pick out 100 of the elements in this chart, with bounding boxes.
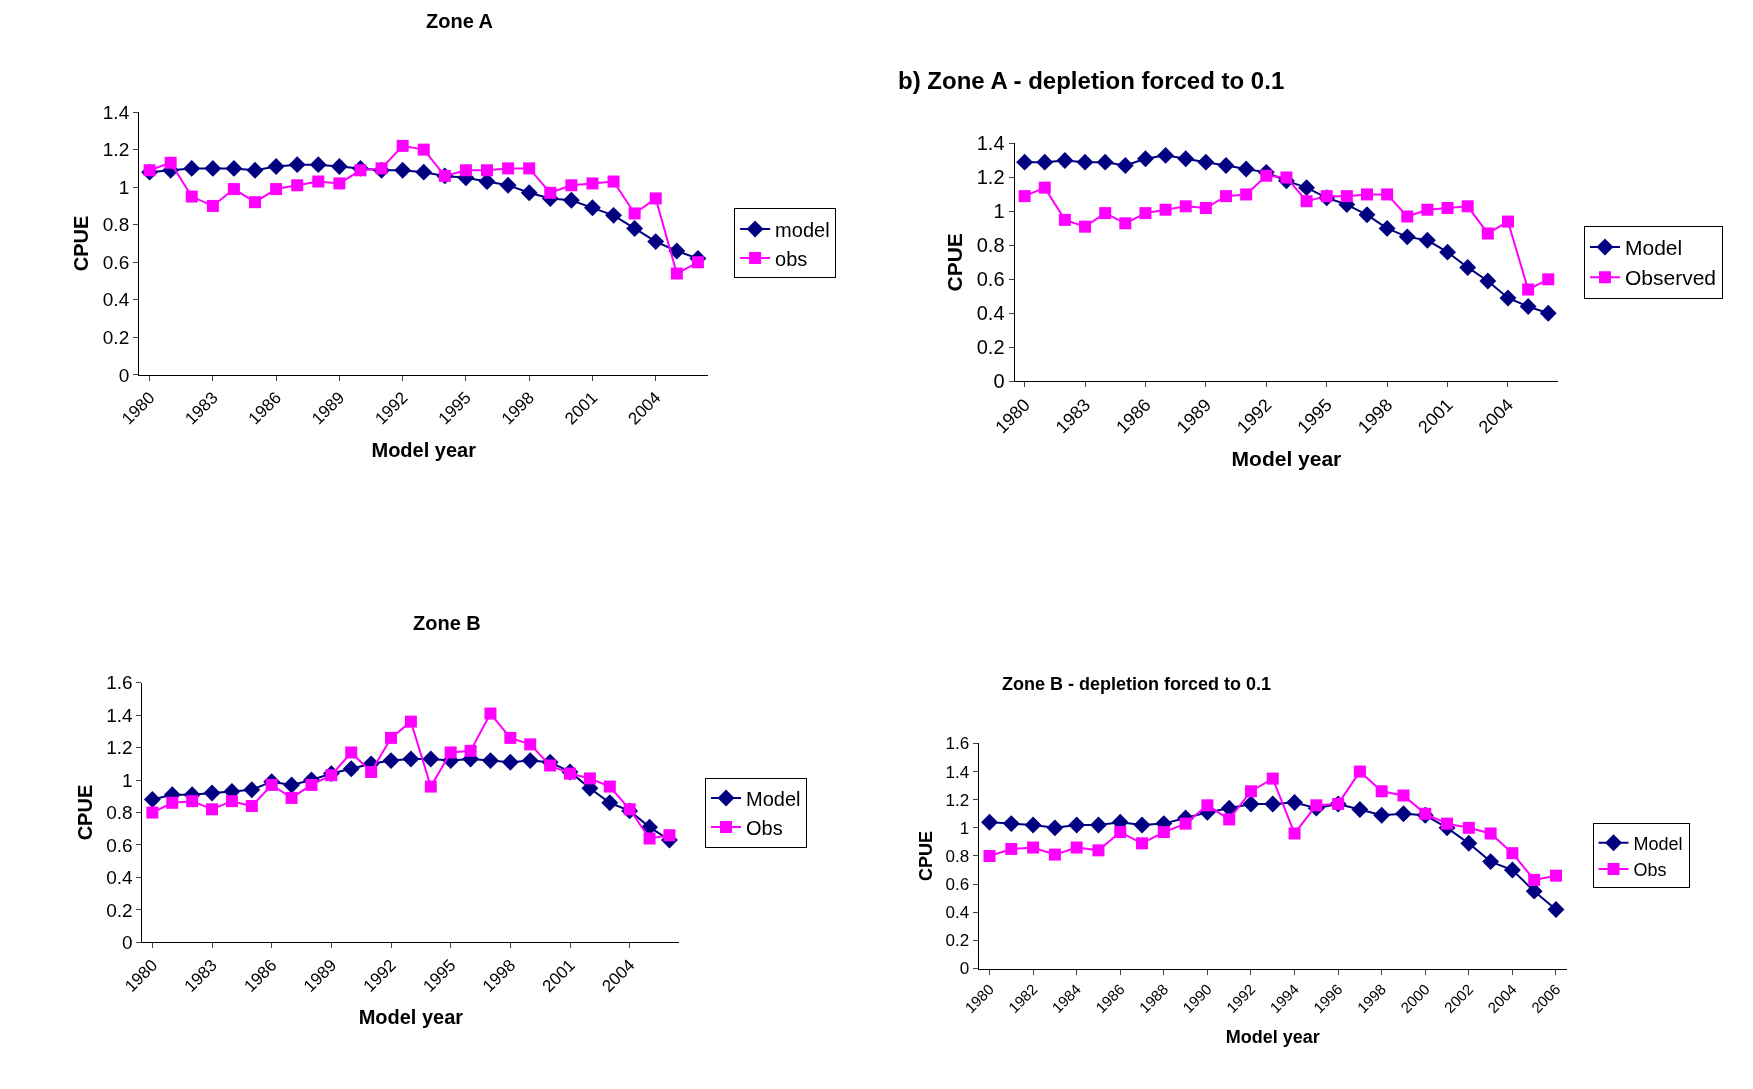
point xyxy=(285,791,298,804)
point xyxy=(1092,844,1105,857)
point xyxy=(225,159,243,177)
point xyxy=(1237,160,1255,178)
point xyxy=(1503,861,1521,879)
point xyxy=(385,731,398,744)
point xyxy=(325,769,338,782)
point xyxy=(143,791,161,808)
point xyxy=(265,778,278,791)
x-axis-title: Model year xyxy=(1231,447,1342,471)
point xyxy=(243,781,261,799)
point xyxy=(1288,827,1301,840)
point xyxy=(643,832,656,845)
legend-label: model xyxy=(775,218,830,241)
y-axis-title: CPUE xyxy=(942,233,966,292)
point xyxy=(270,183,283,196)
y-tick-label: 1.2 xyxy=(106,737,133,759)
point xyxy=(1499,289,1517,307)
x-axis-title: Model year xyxy=(371,438,477,461)
y-tick-label: 1.6 xyxy=(945,734,970,754)
point xyxy=(1159,203,1172,216)
point xyxy=(396,139,409,152)
point xyxy=(583,772,596,785)
point xyxy=(309,156,327,174)
point xyxy=(663,829,676,842)
legend-label: Observed xyxy=(1624,266,1717,290)
point xyxy=(1217,157,1235,175)
point xyxy=(245,800,258,813)
y-tick-label: 1.4 xyxy=(106,704,134,726)
point xyxy=(1401,210,1414,223)
legend-label: Model xyxy=(1633,833,1683,854)
point xyxy=(983,849,996,862)
point xyxy=(1119,217,1132,230)
point xyxy=(1079,220,1092,233)
point xyxy=(1539,304,1557,322)
point xyxy=(649,192,662,205)
y-tick-label: 1.6 xyxy=(106,672,133,694)
y-tick-label: 0.4 xyxy=(976,302,1005,325)
point xyxy=(424,780,437,793)
point xyxy=(501,753,519,771)
point xyxy=(1340,190,1353,203)
y-axis-title: CPUE xyxy=(915,830,936,881)
point xyxy=(1542,273,1555,286)
point xyxy=(291,179,304,192)
point xyxy=(1378,219,1396,237)
point xyxy=(1038,181,1051,194)
point xyxy=(1441,202,1454,215)
point xyxy=(544,186,557,199)
point xyxy=(1136,837,1149,850)
point xyxy=(1351,801,1369,818)
legend-label: obs xyxy=(775,247,808,270)
legend-label: Obs xyxy=(1633,860,1667,881)
y-tick-label: 0.8 xyxy=(102,214,130,236)
point xyxy=(1223,813,1236,826)
point xyxy=(1005,842,1018,855)
point xyxy=(1046,819,1064,837)
point xyxy=(1280,171,1293,184)
point xyxy=(1375,785,1388,798)
chart-title: b) Zone A - depletion forced to 0.1 xyxy=(898,67,1285,94)
point xyxy=(267,158,285,175)
point xyxy=(1242,795,1260,813)
point xyxy=(502,162,515,175)
y-tick-label: 0.6 xyxy=(945,875,970,895)
point xyxy=(981,813,998,831)
chart-title: Zone B - depletion forced to 0.1 xyxy=(1002,674,1272,694)
point xyxy=(288,156,306,174)
point xyxy=(1264,795,1282,813)
point xyxy=(1506,847,1519,860)
point xyxy=(1398,228,1416,246)
point xyxy=(342,760,360,778)
point xyxy=(1528,873,1541,886)
point xyxy=(365,765,378,778)
point xyxy=(444,746,457,759)
point xyxy=(1157,146,1175,164)
point xyxy=(1076,153,1094,171)
point xyxy=(504,731,517,744)
y-tick-label: 1.2 xyxy=(945,790,970,810)
y-tick-label: 1 xyxy=(118,176,130,198)
point xyxy=(312,175,325,188)
y-tick-label: 0.4 xyxy=(106,867,134,889)
point xyxy=(1139,207,1152,220)
point xyxy=(402,750,420,768)
point xyxy=(204,159,222,177)
point xyxy=(520,184,538,202)
point xyxy=(1373,806,1391,824)
chart-title: Zone B xyxy=(413,612,481,634)
y-tick-label: 1.4 xyxy=(102,101,130,123)
point xyxy=(459,164,472,177)
point xyxy=(1197,153,1215,171)
y-tick-label: 1.2 xyxy=(102,139,130,161)
y-tick-label: 1 xyxy=(993,200,1005,223)
point xyxy=(283,776,301,794)
x-axis-title: Model year xyxy=(358,1006,464,1029)
point xyxy=(1027,841,1040,854)
point xyxy=(1058,213,1071,226)
point xyxy=(1360,188,1373,201)
point xyxy=(1199,202,1212,215)
point xyxy=(1286,794,1303,811)
point xyxy=(1481,227,1494,240)
point xyxy=(499,176,517,194)
